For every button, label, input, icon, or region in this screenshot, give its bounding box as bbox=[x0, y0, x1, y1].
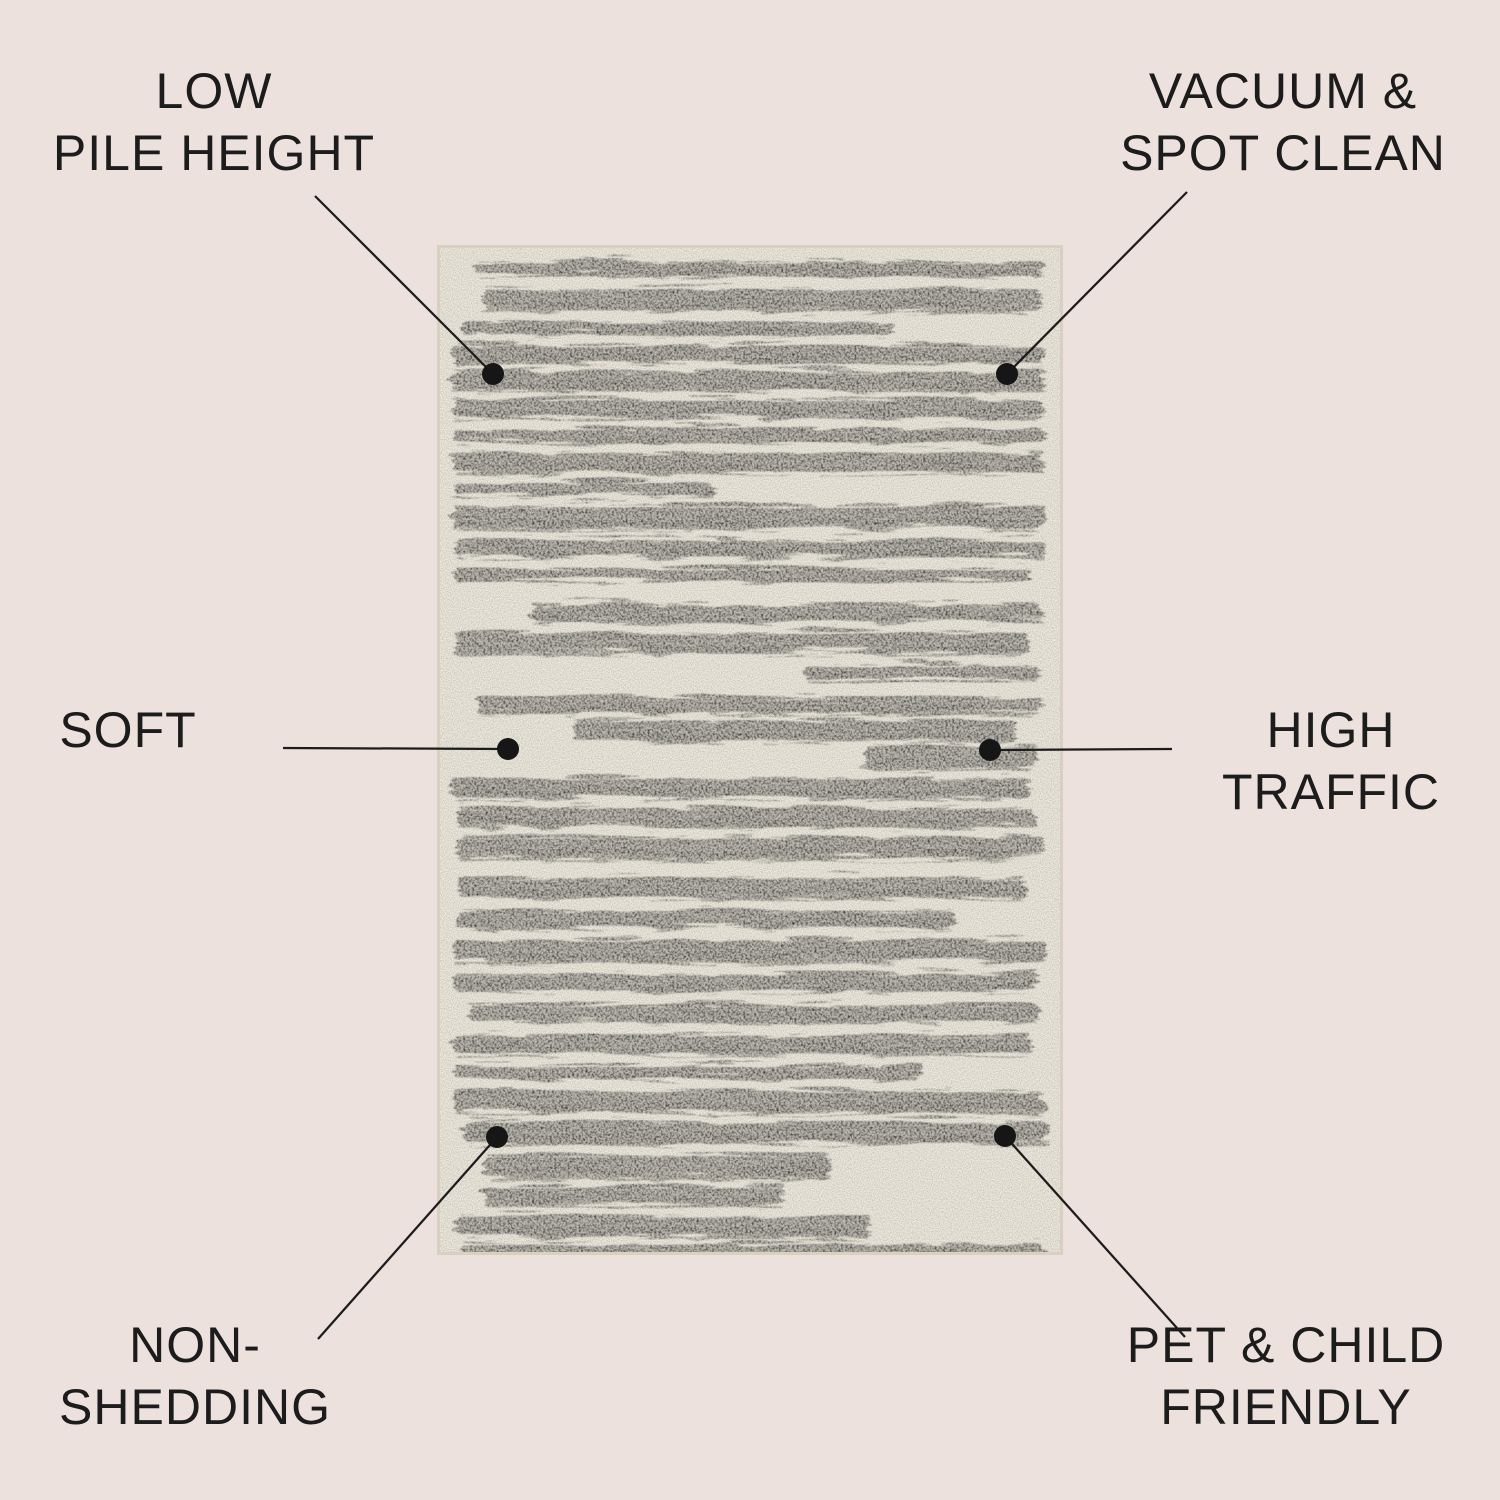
label-non-shedding: NON- SHEDDING bbox=[59, 1314, 331, 1438]
label-line: PILE HEIGHT bbox=[52, 125, 376, 181]
label-line: SPOT CLEAN bbox=[1120, 125, 1446, 181]
rug-texture-grain bbox=[437, 245, 1063, 1255]
label-line: SOFT bbox=[59, 702, 197, 758]
label-soft: SOFT bbox=[59, 699, 196, 761]
label-line: SHEDDING bbox=[59, 1379, 331, 1435]
label-line: NON- bbox=[129, 1317, 261, 1373]
label-line: VACUUM & bbox=[1148, 63, 1418, 119]
label-high-traffic: HIGH TRAFFIC bbox=[1222, 699, 1440, 823]
label-line: LOW bbox=[155, 63, 273, 119]
label-line: PET & CHILD bbox=[1126, 1317, 1446, 1373]
rug-graphic bbox=[437, 245, 1063, 1255]
rug-image bbox=[437, 245, 1063, 1255]
label-line: TRAFFIC bbox=[1221, 764, 1441, 820]
label-line: HIGH bbox=[1266, 702, 1396, 758]
label-line: FRIENDLY bbox=[1160, 1379, 1412, 1435]
label-low-pile-height: LOW PILE HEIGHT bbox=[53, 60, 375, 184]
label-pet-child-friendly: PET & CHILD FRIENDLY bbox=[1127, 1314, 1446, 1438]
label-vacuum-spot-clean: VACUUM & SPOT CLEAN bbox=[1120, 60, 1446, 184]
